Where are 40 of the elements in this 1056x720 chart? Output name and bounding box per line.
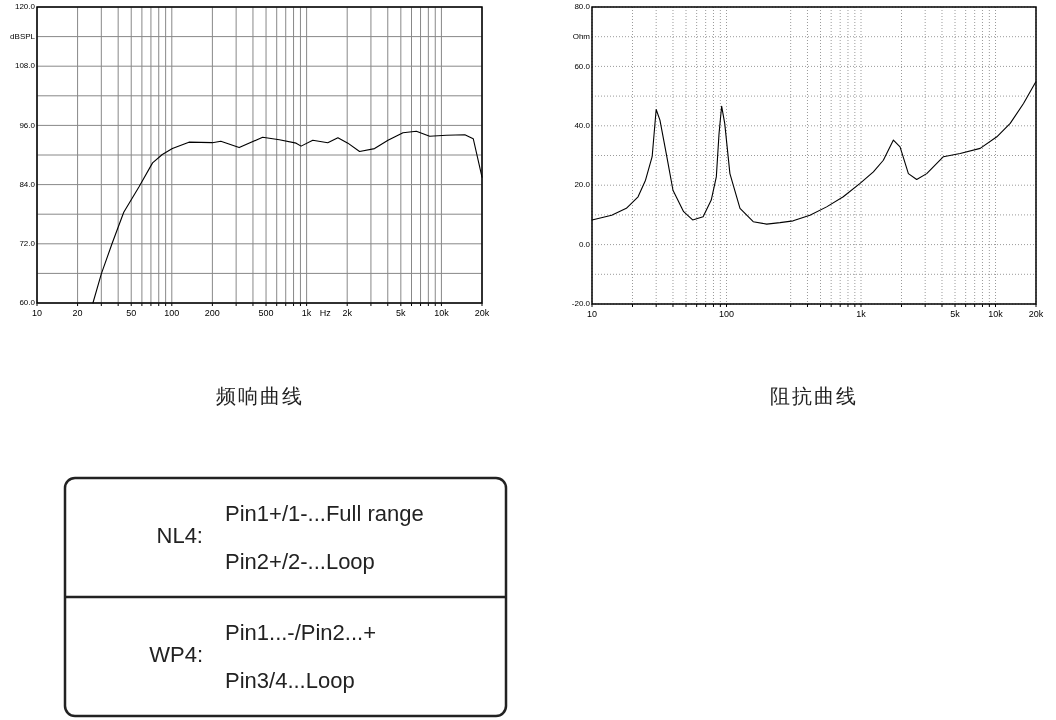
text: Pin3/4...Loop: [225, 668, 355, 694]
x-tick-label: 5k: [396, 308, 407, 318]
y-tick-label: 40.0: [574, 120, 591, 130]
x-tick-label: 200: [204, 308, 220, 318]
y-tick-label: 120.0: [14, 2, 36, 12]
x-tick-label: 10: [586, 309, 598, 319]
y-tick-label: 108.0: [14, 61, 36, 71]
text: 阻抗曲线: [770, 385, 858, 407]
y-axis-title: dBSPL: [10, 31, 36, 41]
y-tick-label: 96.0: [19, 120, 36, 130]
text: Pin1...-/Pin2...+: [225, 619, 377, 645]
y-tick-label: 0.0: [578, 239, 591, 249]
x-tick-label: 20: [72, 308, 83, 318]
x-tick-label: 10: [31, 308, 43, 318]
y-tick-label: 60.0: [19, 298, 36, 308]
x-tick-label: 20k: [474, 308, 490, 318]
x-tick-label: 2k: [342, 308, 353, 318]
text: 频响曲线: [215, 385, 304, 407]
text: WP4:: [149, 642, 203, 668]
y-tick-label: 84.0: [19, 179, 36, 189]
y-tick-label: -20.0: [571, 299, 591, 309]
x-tick-label: 100: [164, 308, 180, 318]
x-tick-label: 5k: [950, 309, 961, 319]
x-tick-label: 10k: [988, 309, 1004, 319]
x-tick-label: 500: [258, 308, 274, 318]
x-tick-label: 10k: [434, 308, 450, 318]
y-axis-title: Ohm: [572, 31, 591, 41]
x-axis-title: Hz: [319, 308, 332, 318]
x-tick-label: 50: [126, 308, 137, 318]
y-tick-label: 60.0: [574, 61, 591, 71]
x-tick-label: 20k: [1028, 309, 1044, 319]
text: Pin1+/1-...Full range: [225, 500, 424, 526]
y-tick-label: 72.0: [19, 238, 36, 248]
x-tick-label: 100: [718, 309, 735, 319]
text: Pin2+/2-...Loop: [225, 549, 375, 575]
x-tick-label: 1k: [301, 308, 312, 318]
y-tick-label: 80.0: [574, 2, 591, 12]
y-tick-label: 20.0: [574, 180, 591, 190]
x-tick-label: 1k: [856, 309, 867, 319]
text: NL4:: [156, 523, 203, 549]
